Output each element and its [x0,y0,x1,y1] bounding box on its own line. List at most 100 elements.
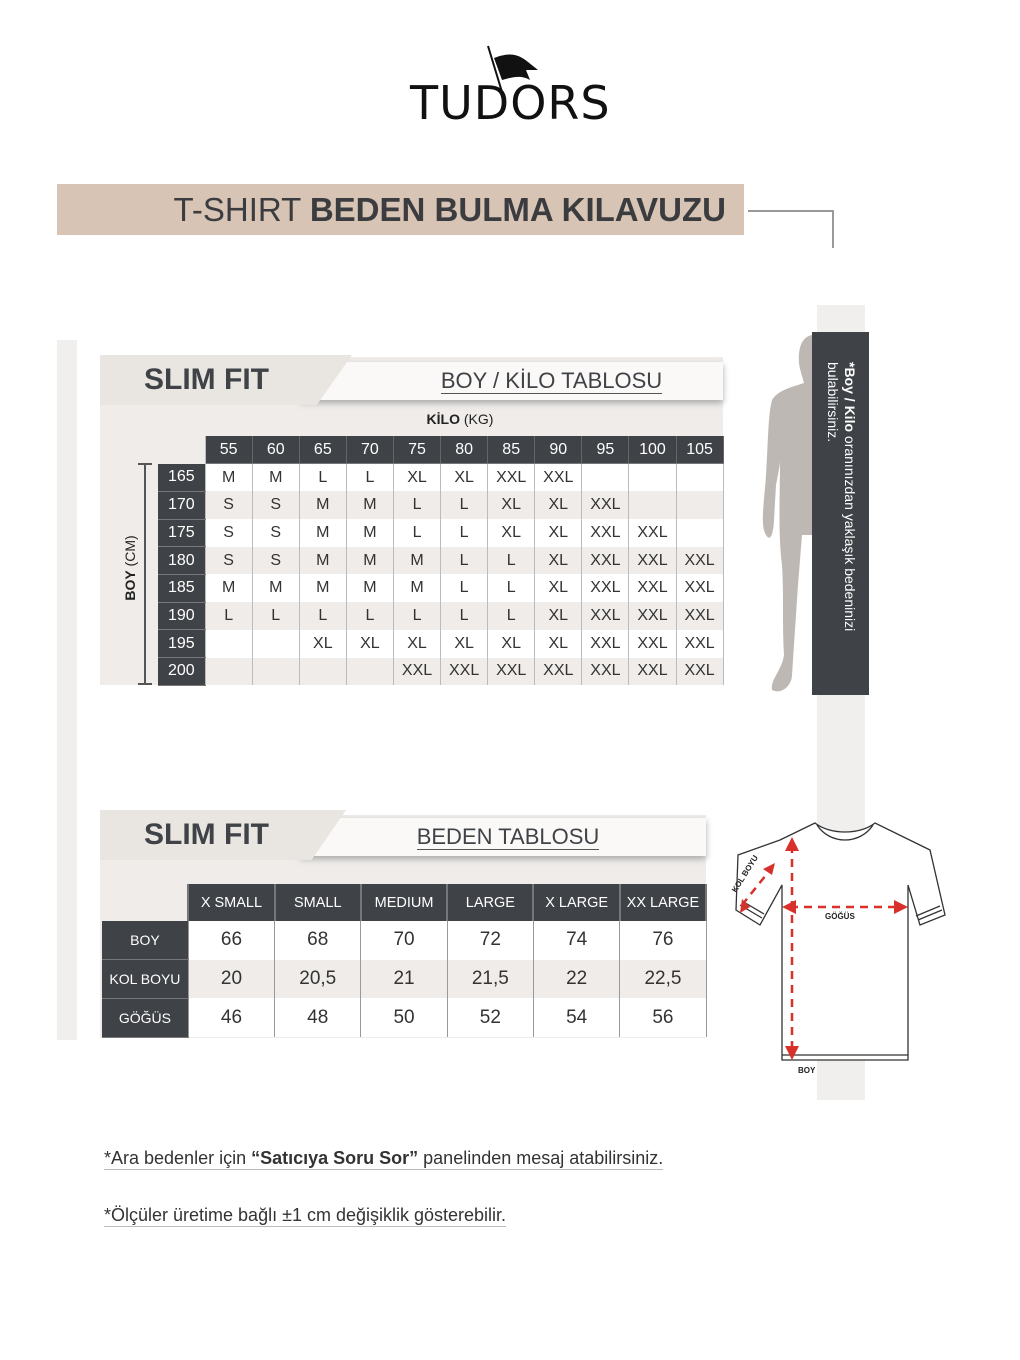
kilo-header: 95 [581,436,630,465]
size-cell [205,629,253,658]
measure-cell: 52 [447,998,534,1038]
size-cell: XXL [534,463,583,492]
table-row: 185 M M M M M L L XL XXL XXL XXL [158,574,724,603]
kilo-header: 100 [628,436,677,465]
size-cell [252,657,300,686]
measure-header: KOL BOYU [102,959,189,999]
boy-header: 185 [158,574,206,603]
size-cell: XL [393,463,442,492]
measure-cell: 72 [447,921,534,960]
table1-subtitle: BOY / KİLO TABLOSU [440,368,663,394]
size-cell: M [346,491,394,520]
size-cell: L [393,602,442,630]
kilo-header: 80 [440,436,489,465]
size-cell: XXL [676,629,724,658]
size-cell: S [252,491,300,520]
size-cell: L [440,574,489,603]
measure-cell: 48 [274,998,362,1038]
logo-text: TUDORS [410,76,611,130]
size-cell: M [299,491,347,520]
boy-header: 175 [158,519,206,548]
size-cell: L [440,546,489,575]
size-cell: M [299,546,347,575]
size-cell: L [487,546,536,575]
measure-cell: 68 [274,921,362,960]
size-cell: XXL [676,574,724,603]
tshirt-measurement-diagram: GÖĞÜS BOY KOL BOYU [730,822,946,1075]
size-cell: M [299,574,347,603]
size-cell: XXL [487,657,536,686]
size-cell: XXL [676,602,724,630]
kilo-bold: KİLO [426,411,460,427]
header-row: 55 60 65 70 75 80 85 90 95 100 105 [158,436,724,465]
size-header: XX LARGE [619,884,708,921]
size-cell: L [487,602,536,630]
size-cell: XXL [581,657,630,686]
size-cell: M [346,546,394,575]
note2-text: *Ölçüler üretime bağlı ±1 cm değişiklik … [104,1205,507,1227]
note1-pre: *Ara bedenler için [104,1148,252,1168]
boy-header: 180 [158,546,206,575]
size-cell: XXL [487,463,536,492]
note1-post: panelinden mesaj atabilirsiniz. [418,1148,664,1168]
gogus-label: GÖĞÜS [825,912,855,921]
measure-header: GÖĞÜS [102,998,189,1038]
side-note-text: *Boy / Kilo oranınızdan yaklaşık bedenin… [824,344,858,684]
side-note-bold: *Boy / Kilo [841,361,858,432]
title-bold: BEDEN BULMA KILAVUZU [309,191,726,228]
corner-cell [102,884,190,921]
measure-cell: 22 [533,959,621,999]
size-cell: XL [487,629,536,658]
kilo-header: 70 [346,436,394,465]
kilo-header: 75 [393,436,442,465]
measure-cell: 21,5 [447,959,534,999]
size-cell: XXL [628,546,677,575]
size-cell: L [440,602,489,630]
size-cell: L [299,463,347,492]
size-cell [628,491,677,520]
measure-cell: 46 [188,998,276,1038]
measure-cell: 54 [533,998,621,1038]
size-cell: XL [534,574,583,603]
kilo-unit: (KG) [463,411,494,427]
size-header: SMALL [274,884,362,921]
kilo-header: 65 [299,436,347,465]
size-cell: XXL [581,574,630,603]
size-cell [676,491,724,520]
size-cell: XXL [534,657,583,686]
size-cell [676,519,724,547]
boy-kilo-table: 55 60 65 70 75 80 85 90 95 100 105 165 M M L L XL XL XXL XX… [158,436,724,686]
boy-axis-label: BOY (CM) [122,508,138,628]
beden-table: X SMALL SMALL MEDIUM LARGE X LARGE XX LARGE BO… [102,884,708,1038]
size-cell: XL [534,546,583,575]
size-cell: S [252,546,300,575]
size-cell: M [205,463,253,492]
table2-subtitle: BEDEN TABLOSU [416,824,600,850]
kilo-header: 85 [487,436,536,465]
measure-cell: 76 [619,921,707,960]
size-cell: M [299,519,347,547]
measure-cell: 21 [360,959,448,999]
table-row: 195 XL XL XL XL XL XL XXL XXL XXL [158,629,724,658]
table1-subtitle-banner: BOY / KİLO TABLOSU [300,362,723,400]
size-cell: L [299,602,347,630]
size-cell: XXL [628,574,677,603]
size-cell: M [252,463,300,492]
table1-fit-banner: SLIM FIT [100,355,352,405]
brand-logo: TUDORS [410,40,610,130]
size-cell: XL [299,629,347,658]
size-header: LARGE [447,884,535,921]
size-cell: XXL [628,602,677,630]
size-cell: L [346,463,394,492]
boy-header: 195 [158,629,206,658]
boy-header: 200 [158,657,206,686]
table2-fit: SLIM FIT [144,818,269,851]
boy-header: 165 [158,463,206,492]
title-light: T-SHIRT [173,191,301,228]
size-cell: M [252,574,300,603]
boy-unit: (CM) [122,535,138,567]
header-row: X SMALL SMALL MEDIUM LARGE X LARGE XX LARGE [102,884,708,921]
measure-cell: 66 [188,921,276,960]
measure-cell: 70 [360,921,448,960]
size-cell: L [346,602,394,630]
